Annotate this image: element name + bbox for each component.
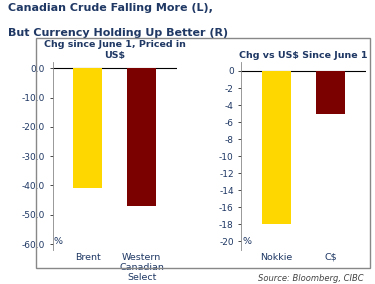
Text: But Currency Holding Up Better (R): But Currency Holding Up Better (R) [8, 28, 228, 38]
Bar [127, 68, 156, 206]
Bar [316, 71, 345, 114]
Bar [73, 68, 102, 188]
Text: %: % [54, 237, 63, 246]
Text: Canadian Crude Falling More (L),: Canadian Crude Falling More (L), [8, 3, 212, 13]
Title: Chg since June 1, Priced in
US$: Chg since June 1, Priced in US$ [44, 40, 186, 60]
Title: Chg vs US$ Since June 1: Chg vs US$ Since June 1 [239, 51, 368, 60]
Bar [262, 71, 291, 224]
Text: %: % [243, 237, 252, 246]
Text: Source: Bloomberg, CIBC: Source: Bloomberg, CIBC [258, 273, 364, 283]
